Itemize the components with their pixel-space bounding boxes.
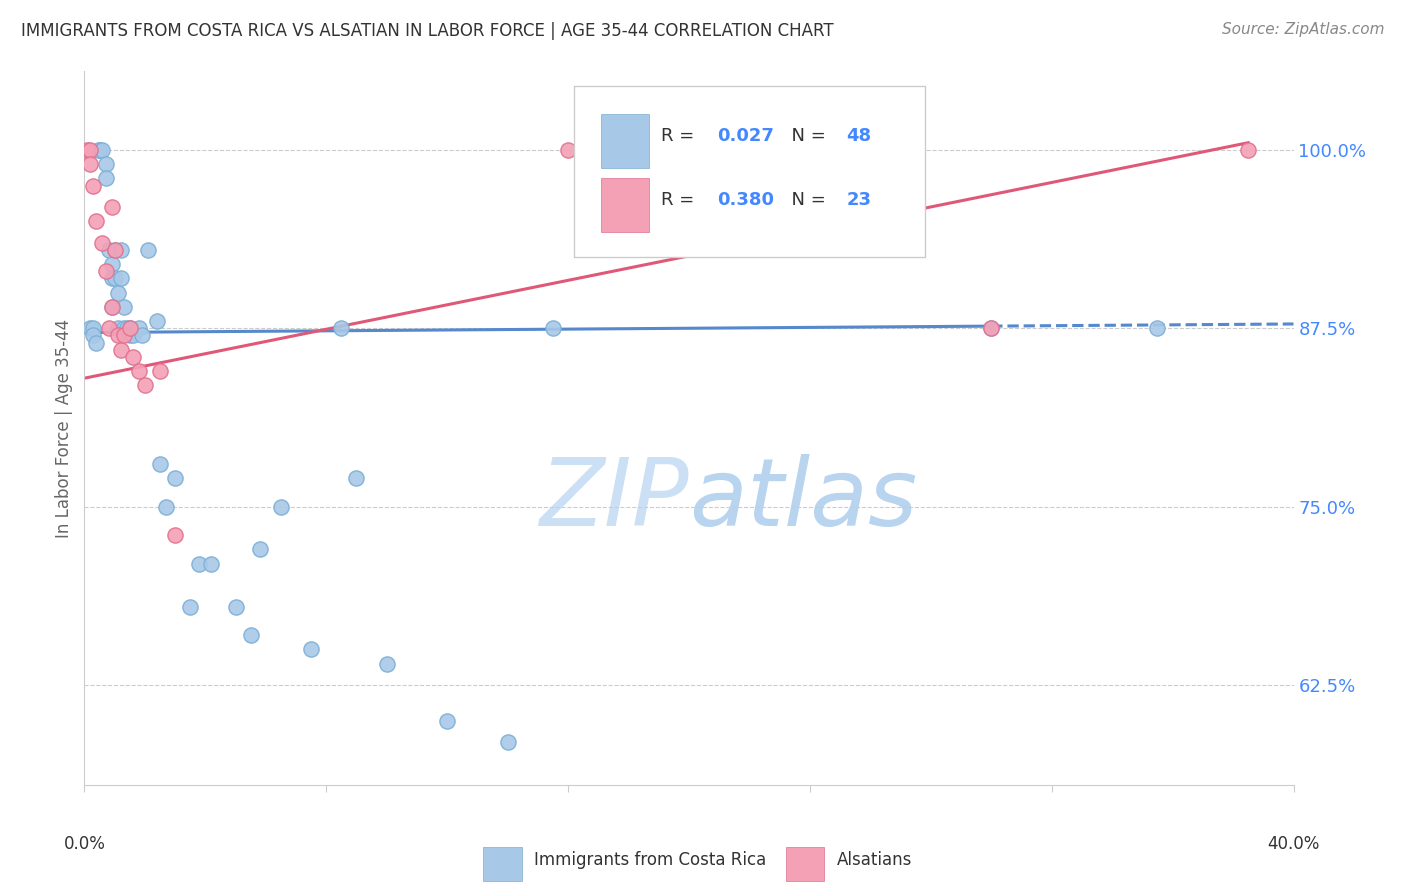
Point [149,364,172,378]
Point [82,321,104,335]
Point [89,143,111,157]
Point [121,328,143,343]
Point [86,335,108,350]
Point [112,300,135,314]
Point [104,243,127,257]
Point [112,321,135,335]
Point [155,500,177,514]
Point [104,271,127,285]
Point [346,471,368,485]
Point [104,243,127,257]
Point [165,471,187,485]
Point [136,243,159,257]
Point [97,321,120,335]
Point [94,171,117,186]
Text: atlas: atlas [689,454,917,545]
Point [79,157,101,171]
Point [270,500,292,514]
Point [179,599,201,614]
Point [146,314,169,328]
Point [107,321,129,335]
FancyBboxPatch shape [574,86,925,257]
Text: 0.380: 0.380 [717,191,773,209]
Point [239,628,262,642]
Point [330,321,353,335]
Point [118,328,141,343]
Text: Alsatians: Alsatians [837,851,912,869]
FancyBboxPatch shape [600,114,650,168]
Point [200,557,222,571]
Point [128,321,150,335]
Point [94,264,117,278]
Point [100,257,122,271]
Point [107,285,129,300]
Point [110,343,132,357]
Text: IMMIGRANTS FROM COSTA RICA VS ALSATIAN IN LABOR FORCE | AGE 35-44 CORRELATION CH: IMMIGRANTS FROM COSTA RICA VS ALSATIAN I… [21,22,834,40]
Point [375,657,398,671]
Text: Immigrants from Costa Rica: Immigrants from Costa Rica [534,851,766,869]
Point [89,143,111,157]
Point [100,300,122,314]
Point [980,321,1002,335]
Y-axis label: In Labor Force | Age 35-44: In Labor Force | Age 35-44 [55,318,73,538]
FancyBboxPatch shape [786,847,824,881]
Point [110,243,132,257]
Point [225,599,247,614]
Text: R =: R = [661,127,700,145]
Point [100,271,122,285]
Text: 40.0%: 40.0% [1267,835,1320,853]
Text: R =: R = [661,191,700,209]
Text: 23: 23 [846,191,872,209]
Point [165,528,187,542]
Point [1146,321,1168,335]
Point [557,143,579,157]
Point [299,642,322,657]
Point [115,321,138,335]
Point [91,235,114,250]
Point [118,321,141,335]
Point [82,328,104,343]
FancyBboxPatch shape [484,847,522,881]
Point [188,557,211,571]
Text: 0.0%: 0.0% [63,835,105,853]
Point [1237,143,1260,157]
Text: N =: N = [780,127,831,145]
Point [97,243,120,257]
Point [980,321,1002,335]
Point [149,457,172,471]
Point [76,143,98,157]
Text: 0.027: 0.027 [717,127,773,145]
Point [100,200,122,214]
Point [118,321,141,335]
Point [86,214,108,228]
Text: 48: 48 [846,127,872,145]
Point [128,364,150,378]
Text: Source: ZipAtlas.com: Source: ZipAtlas.com [1222,22,1385,37]
Point [112,328,135,343]
Point [79,143,101,157]
Point [496,735,519,749]
Point [436,714,458,728]
Point [131,328,153,343]
Point [249,542,271,557]
Point [121,350,143,364]
Point [94,157,117,171]
FancyBboxPatch shape [600,178,650,232]
Point [134,378,156,392]
Point [79,321,101,335]
Point [91,143,114,157]
Point [100,300,122,314]
Text: ZIP: ZIP [540,454,689,545]
Text: N =: N = [780,191,831,209]
Point [541,321,564,335]
Point [107,328,129,343]
Point [110,271,132,285]
Point [82,178,104,193]
